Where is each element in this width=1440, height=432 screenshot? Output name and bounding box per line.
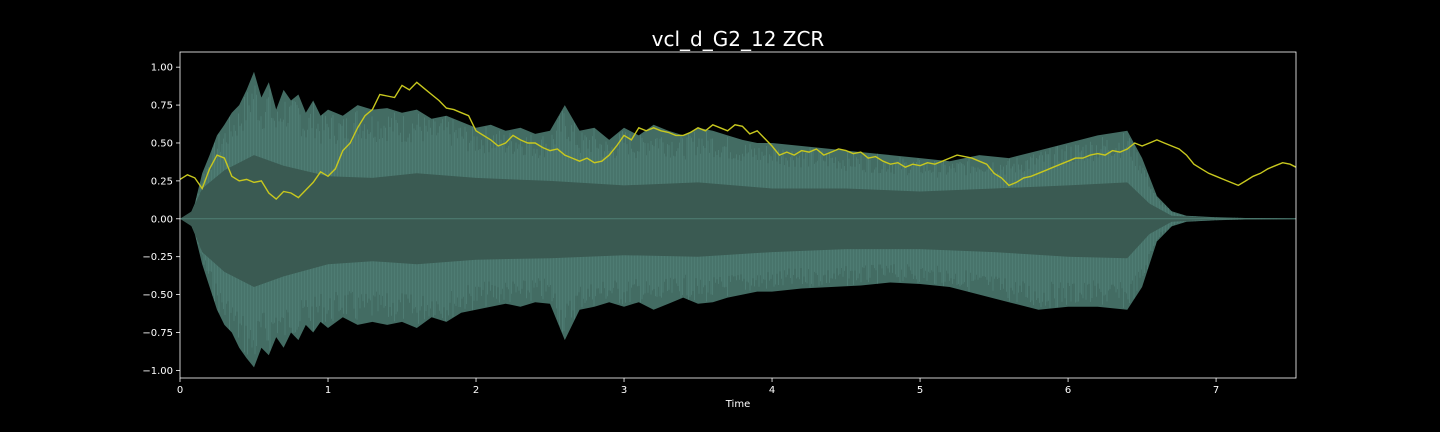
y-tick-label: 0.25 <box>151 176 173 187</box>
y-tick-label: −0.75 <box>142 328 173 339</box>
y-tick-label: 1.00 <box>151 63 173 74</box>
chart-title: vcl_d_G2_12 ZCR <box>652 27 825 51</box>
x-tick-label: 1 <box>325 385 331 396</box>
plot-area <box>180 71 1296 368</box>
x-axis-label: Time <box>725 399 750 410</box>
waveform-rms-band <box>180 155 1296 287</box>
y-tick-label: 0.75 <box>151 101 173 112</box>
y-axis: −1.00 −0.75 −0.50 −0.25 0.00 0.25 0.50 0.75 1.00 <box>142 63 180 377</box>
x-tick-label: 4 <box>769 385 775 396</box>
x-tick-label: 5 <box>917 385 923 396</box>
plot-frame <box>179 51 1297 379</box>
x-tick-label: 0 <box>177 385 183 396</box>
zcr-line <box>180 81 1296 201</box>
x-axis: 0 1 2 3 4 5 6 7 <box>177 378 1219 396</box>
x-tick-label: 3 <box>621 385 627 396</box>
y-tick-label: −0.50 <box>142 290 173 301</box>
y-tick-label: 0.50 <box>151 138 173 149</box>
x-tick-label: 6 <box>1065 385 1071 396</box>
x-tick-label: 2 <box>473 385 479 396</box>
x-tick-label: 7 <box>1213 385 1219 396</box>
y-tick-label: −0.25 <box>142 252 173 263</box>
y-tick-label: 0.00 <box>151 214 173 225</box>
y-tick-label: −1.00 <box>142 366 173 377</box>
